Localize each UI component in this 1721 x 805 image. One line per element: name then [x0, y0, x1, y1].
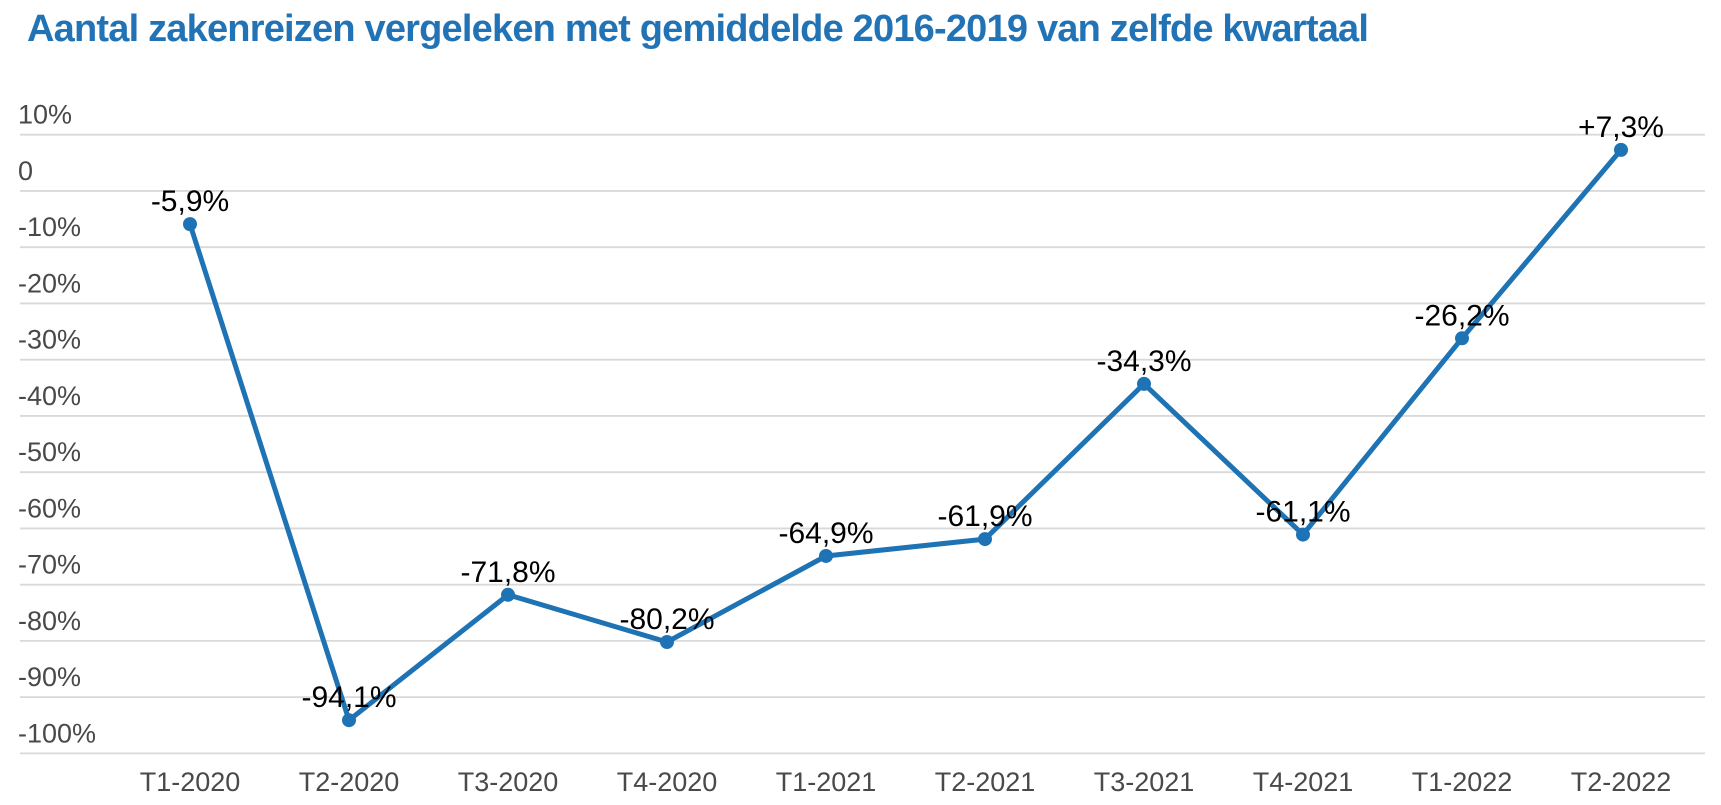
data-point-label: -64,9% — [778, 517, 873, 550]
data-point-label: -61,9% — [937, 500, 1032, 533]
data-point — [1614, 142, 1628, 157]
data-point — [1296, 527, 1310, 542]
data-point — [183, 217, 197, 232]
y-tick-label: -90% — [18, 662, 81, 692]
x-tick-label: T1-2020 — [140, 767, 241, 797]
y-tick-label: -100% — [18, 718, 96, 748]
y-tick-label: -70% — [18, 550, 81, 580]
data-point-label: -5,9% — [151, 185, 229, 218]
data-point-label: -80,2% — [619, 603, 714, 636]
y-tick-label: 10% — [18, 100, 72, 130]
data-point-label: -61,1% — [1255, 496, 1350, 529]
x-tick-label: T4-2021 — [1253, 767, 1354, 797]
x-tick-label: T1-2022 — [1412, 767, 1513, 797]
data-point — [978, 532, 992, 547]
x-tick-label: T3-2021 — [1094, 767, 1195, 797]
data-line — [187, 147, 1624, 723]
x-tick-label: T1-2021 — [776, 767, 877, 797]
y-tick-label: 0 — [18, 156, 33, 186]
y-tick-label: -30% — [18, 325, 81, 355]
data-point — [342, 713, 356, 728]
y-tick-label: -40% — [18, 381, 81, 411]
data-point — [501, 587, 515, 602]
data-point — [660, 635, 674, 650]
y-tick-label: -60% — [18, 493, 81, 523]
data-point — [819, 548, 833, 563]
chart-title: Aantal zakenreizen vergeleken met gemidd… — [27, 8, 1369, 50]
data-point-label: +7,3% — [1578, 111, 1664, 144]
y-tick-label: -50% — [18, 437, 81, 467]
x-tick-label: T4-2020 — [617, 767, 718, 797]
data-point-label: -94,1% — [301, 681, 396, 714]
y-tick-label: -10% — [18, 212, 81, 242]
data-point — [1455, 331, 1469, 346]
x-tick-label: T2-2020 — [299, 767, 400, 797]
x-tick-label: T2-2021 — [935, 767, 1036, 797]
data-point-label: -26,2% — [1414, 299, 1509, 332]
x-tick-label: T2-2022 — [1571, 767, 1672, 797]
data-point-label: -34,3% — [1096, 345, 1191, 378]
y-tick-label: -80% — [18, 606, 81, 636]
x-tick-label: T3-2020 — [458, 767, 559, 797]
y-tick-label: -20% — [18, 268, 81, 298]
data-point-label: -71,8% — [460, 556, 555, 589]
data-point — [1137, 376, 1151, 391]
